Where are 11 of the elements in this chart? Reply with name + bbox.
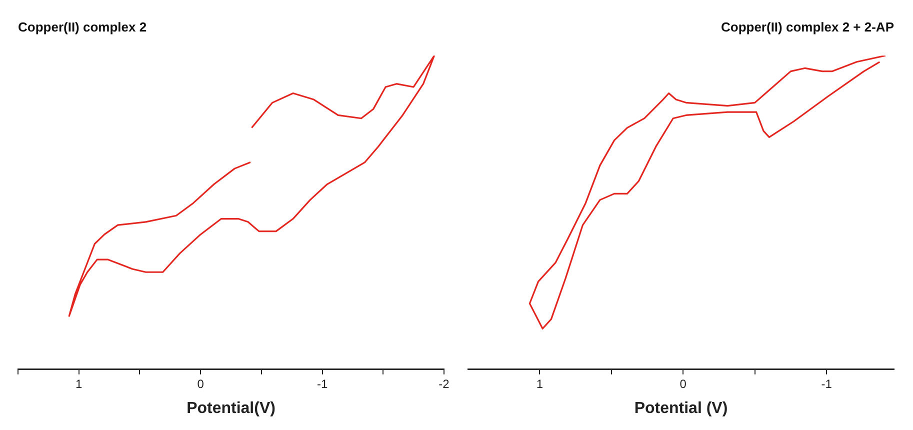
x-axis-title: Potential(V)	[186, 400, 276, 417]
x-tick-label: 0	[197, 376, 204, 391]
x-tick-label: -1	[821, 376, 832, 391]
chart-title: Copper(II) complex 2 + 2-AP	[720, 19, 894, 34]
x-tick-label: 1	[536, 376, 544, 391]
chart-title: Copper(II) complex 2	[18, 19, 147, 34]
x-tick-label: 1	[76, 376, 83, 391]
x-tick-label: -1	[316, 376, 328, 391]
x-axis-title: Potential (V)	[634, 400, 728, 417]
x-tick-label: 0	[680, 376, 687, 391]
x-tick-label: -2	[438, 376, 450, 391]
